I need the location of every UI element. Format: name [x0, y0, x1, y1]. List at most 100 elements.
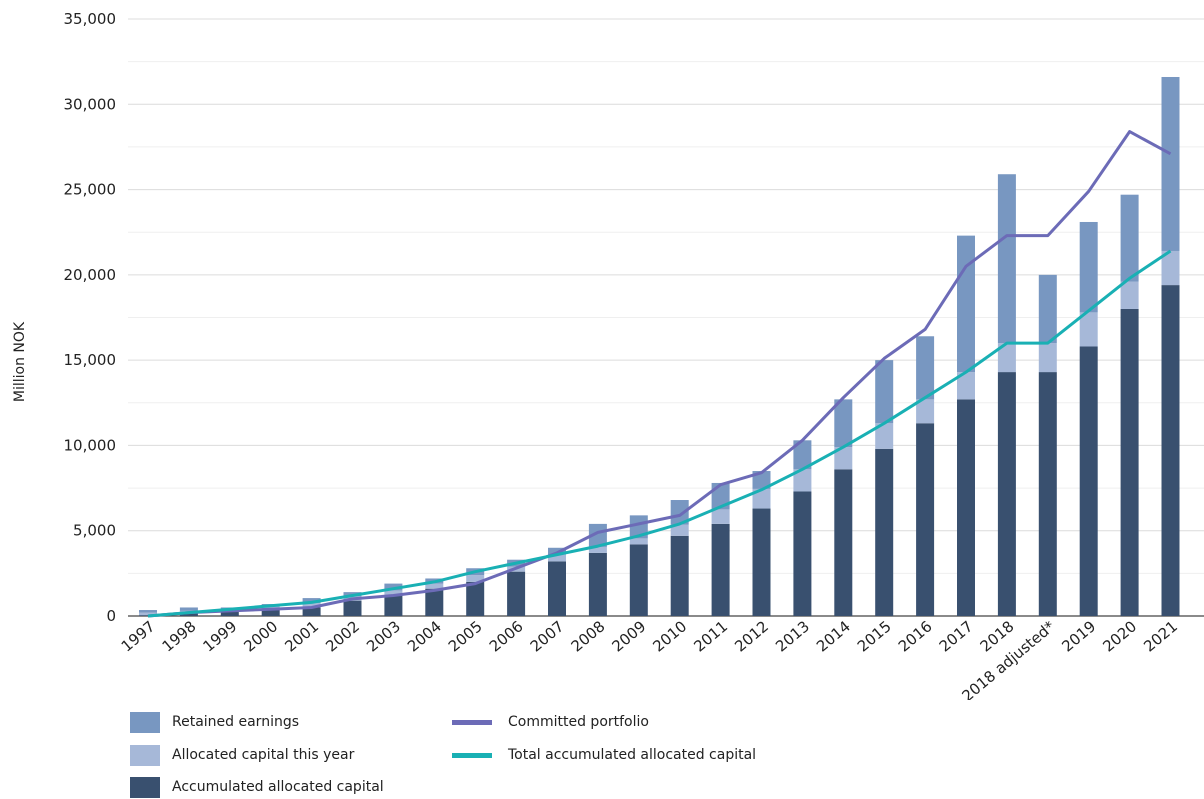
bar-accumulated-allocated-capital	[384, 595, 403, 616]
bar-accumulated-allocated-capital	[588, 552, 607, 616]
legend-item-total-accumulated-allocated-capital: Total accumulated allocated capital	[452, 743, 756, 767]
y-tick-label: 30,000	[64, 95, 117, 113]
y-tick-label: 35,000	[64, 10, 117, 28]
bar-allocated-capital-this-year	[1120, 281, 1139, 309]
bar-allocated-capital-this-year	[139, 612, 157, 616]
bar-accumulated-allocated-capital	[179, 612, 198, 616]
y-axis-ticks: 0 5,000 10,000 15,000 20,000 25,000 30,000 35,0…	[64, 10, 117, 625]
bar-allocated-capital-this-year	[548, 554, 566, 562]
bar-allocated-capital-this-year	[957, 372, 975, 400]
bar-allocated-capital-this-year	[1079, 312, 1098, 347]
bar-allocated-capital-this-year	[875, 423, 894, 449]
bar-accumulated-allocated-capital	[1038, 372, 1057, 616]
bar-accumulated-allocated-capital	[997, 372, 1016, 616]
bar-retained-earnings	[670, 500, 689, 525]
bar-allocated-capital-this-year	[997, 343, 1016, 373]
bar-accumulated-allocated-capital	[425, 588, 444, 616]
legend-label: Allocated capital this year	[172, 747, 355, 763]
bar-accumulated-allocated-capital	[670, 535, 689, 616]
bar-allocated-capital-this-year	[629, 538, 648, 545]
bar-allocated-capital-this-year	[834, 447, 853, 470]
bar-accumulated-allocated-capital	[261, 609, 280, 616]
legend: Retained earnings Allocated capital this…	[130, 708, 850, 798]
x-tick-label: 2010	[649, 617, 690, 655]
bar-allocated-capital-this-year	[261, 605, 280, 610]
bar-retained-earnings	[957, 235, 975, 373]
x-tick-label: 2012	[731, 617, 772, 655]
bar-retained-earnings	[139, 610, 157, 613]
legend-swatch-retained-earnings	[130, 711, 160, 733]
bar-retained-earnings	[1079, 221, 1098, 313]
bar-accumulated-allocated-capital	[793, 491, 812, 616]
bars	[139, 76, 1180, 616]
bar-allocated-capital-this-year	[1038, 343, 1057, 373]
x-tick-label: 2020	[1099, 617, 1140, 655]
bar-allocated-capital-this-year	[1161, 250, 1180, 286]
bar-retained-earnings	[384, 583, 403, 591]
bar-allocated-capital-this-year	[588, 546, 607, 553]
legend-swatch-committed-portfolio	[452, 719, 492, 725]
x-tick-label: 2017	[936, 617, 977, 655]
bar-retained-earnings	[916, 336, 935, 400]
x-tick-label: 2006	[486, 617, 527, 655]
y-tick-label: 5,000	[73, 522, 116, 540]
x-tick-label: 2001	[281, 617, 322, 655]
x-tick-label: 2009	[609, 617, 650, 655]
bar-allocated-capital-this-year	[711, 509, 730, 524]
x-tick-label: 2013	[772, 617, 813, 655]
legend-item-committed-portfolio: Committed portfolio	[452, 710, 649, 734]
x-tick-label: 2007	[527, 617, 568, 655]
bar-accumulated-allocated-capital	[1161, 285, 1180, 616]
bar-retained-earnings	[1038, 274, 1057, 344]
bar-allocated-capital-this-year	[425, 583, 444, 589]
x-tick-label: 2016	[895, 617, 936, 655]
y-tick-label: 25,000	[64, 181, 117, 199]
bar-accumulated-allocated-capital	[466, 581, 485, 616]
legend-item-retained-earnings: Retained earnings	[130, 710, 299, 734]
x-tick-label: 2002	[322, 617, 363, 655]
x-tick-label: 1998	[159, 617, 200, 655]
bar-accumulated-allocated-capital	[916, 423, 935, 616]
legend-swatch-accumulated-allocated-capital	[130, 776, 160, 798]
legend-label: Retained earnings	[172, 714, 300, 730]
bar-accumulated-allocated-capital	[875, 448, 894, 616]
bar-retained-earnings	[179, 607, 198, 611]
bar-allocated-capital-this-year	[670, 524, 689, 536]
bar-allocated-capital-this-year	[302, 603, 321, 608]
y-axis-label: Million NOK	[12, 321, 28, 402]
bar-allocated-capital-this-year	[384, 590, 403, 596]
x-tick-label: 2011	[690, 617, 731, 655]
bar-retained-earnings	[629, 515, 648, 539]
bar-allocated-capital-this-year	[752, 488, 771, 509]
bar-retained-earnings	[302, 598, 321, 604]
x-tick-label: 2008	[568, 617, 609, 655]
bar-allocated-capital-this-year	[466, 575, 485, 582]
x-tick-label: 2003	[363, 617, 404, 655]
bar-retained-earnings	[875, 360, 894, 424]
bar-accumulated-allocated-capital	[343, 600, 362, 616]
chart-canvas: 0 5,000 10,000 15,000 20,000 25,000 30,000 35,0…	[12, 10, 1204, 700]
bar-retained-earnings	[548, 547, 566, 555]
bar-accumulated-allocated-capital	[507, 571, 526, 616]
bar-accumulated-allocated-capital	[834, 469, 853, 616]
legend-item-allocated-capital-this-year: Allocated capital this year	[130, 743, 354, 767]
bar-retained-earnings	[1161, 76, 1180, 251]
bar-accumulated-allocated-capital	[1079, 346, 1098, 616]
bar-allocated-capital-this-year	[793, 469, 812, 492]
x-tick-label: 2014	[813, 617, 854, 655]
bar-retained-earnings	[997, 174, 1016, 344]
x-tick-label: 2000	[240, 617, 281, 655]
x-tick-label: 1999	[200, 617, 241, 655]
bar-allocated-capital-this-year	[916, 399, 935, 424]
legend-label: Accumulated allocated capital	[172, 779, 384, 795]
x-tick-label: 2004	[404, 617, 445, 655]
bar-accumulated-allocated-capital	[220, 610, 239, 616]
bar-accumulated-allocated-capital	[302, 607, 321, 616]
x-tick-label: 2019	[1058, 617, 1099, 655]
y-tick-label: 10,000	[64, 436, 117, 454]
line-total-accumulated-allocated-capital	[147, 249, 1172, 618]
x-tick-label: 1997	[118, 617, 159, 655]
series-lines	[147, 130, 1172, 618]
bar-accumulated-allocated-capital	[711, 523, 730, 616]
y-tick-label: 0	[106, 607, 116, 625]
